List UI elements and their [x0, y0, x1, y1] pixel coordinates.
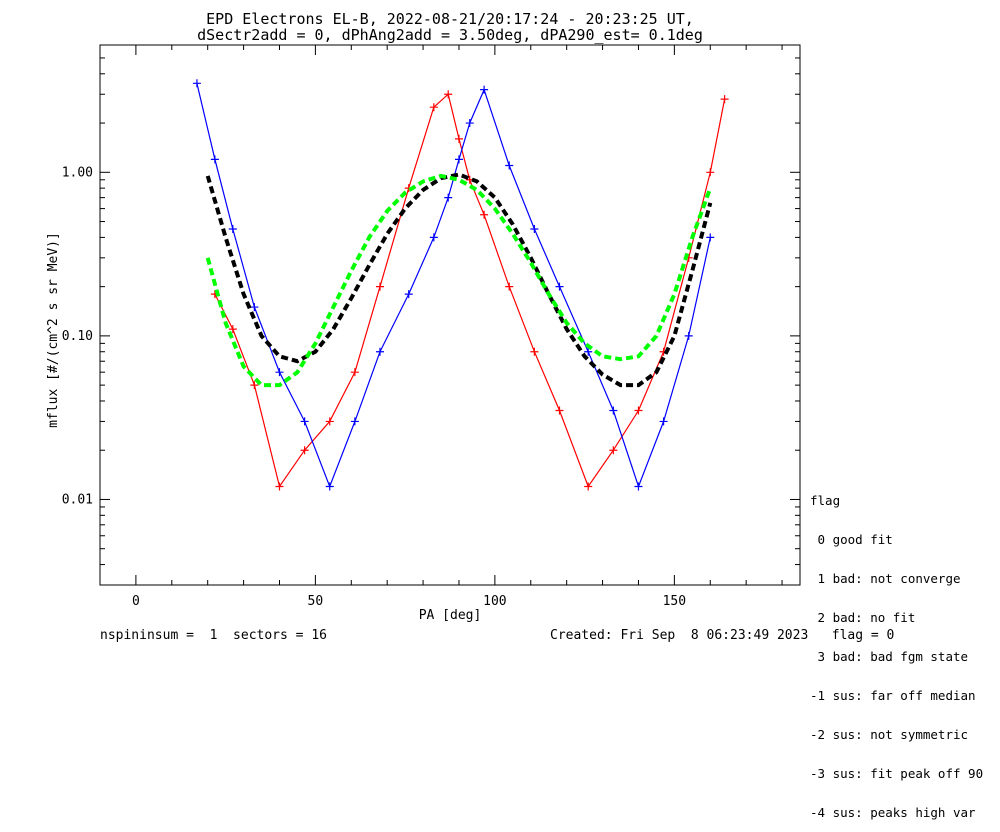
y-axis-label: mflux [#/(cm^2 s sr MeV)]: [46, 232, 61, 428]
footer-right: Created: Fri Sep 8 06:23:49 2023 flag = …: [550, 628, 895, 643]
series-line: [214, 93, 726, 488]
plot-frame: [99, 44, 801, 586]
x-tick-label-100: 100: [483, 594, 506, 609]
data-point: [250, 381, 259, 390]
data-point: [609, 406, 618, 415]
chart-title-line1: EPD Electrons EL-B, 2022-08-21/20:17:24 …: [206, 10, 694, 28]
legend-title: flag: [810, 493, 841, 508]
data-point: [429, 233, 438, 242]
legend-item: 1 bad: not converge: [810, 571, 961, 586]
data-point: [376, 282, 384, 291]
data-point: [480, 85, 489, 94]
legend-item: 2 bad: no fit: [810, 610, 916, 625]
data-point: [192, 79, 201, 88]
data-point: [555, 406, 564, 415]
fit-curve-line: [205, 173, 713, 388]
chart-svg: EPD Electrons EL-B, 2022-08-21/20:17:24 …: [46, 10, 801, 623]
legend-item: -2 sus: not symmetric: [810, 727, 969, 742]
y-tick-label-1.00: 1.00: [62, 165, 93, 180]
x-axis-label: PA [deg]: [419, 608, 482, 623]
x-tick-labels: 0 50 100 150: [132, 594, 686, 609]
series-layer: [192, 79, 729, 491]
data-point: [609, 446, 618, 455]
data-point: [684, 331, 693, 340]
data-point: [300, 446, 309, 455]
data-point: [429, 103, 438, 112]
data-point: [505, 282, 514, 291]
data-point: [275, 368, 284, 377]
data-point: [659, 417, 668, 426]
data-point: [706, 233, 715, 242]
legend-item: 3 bad: bad fgm state: [810, 649, 969, 664]
data-point: [228, 325, 237, 334]
chart-title-line2: dSectr2add = 0, dPhAng2add = 3.50deg, dP…: [197, 26, 703, 44]
data-point: [350, 368, 359, 377]
data-point: [275, 482, 284, 491]
data-point: [250, 303, 259, 312]
data-point: [634, 482, 643, 491]
data-point: [325, 482, 334, 491]
data-point: [228, 225, 237, 234]
x-tick-label-0: 0: [132, 594, 140, 609]
data-point: [530, 347, 539, 356]
data-point: [404, 290, 413, 299]
data-point: [584, 482, 593, 491]
data-point: [720, 95, 729, 104]
data-point: [325, 417, 334, 426]
data-point: [480, 210, 489, 219]
y-tick-label-0.10: 0.10: [62, 329, 93, 344]
data-point: [350, 417, 359, 426]
data-point: [505, 161, 514, 170]
legend-item: 0 good fit: [810, 532, 893, 547]
data-point: [465, 119, 474, 128]
y-tick-label-0.01: 0.01: [62, 492, 93, 507]
data-point: [555, 282, 564, 291]
data-point: [300, 417, 309, 426]
data-point: [584, 347, 593, 356]
x-tick-label-150: 150: [663, 594, 686, 609]
flag-legend: flag 0 good fit 1 bad: not converge 2 ba…: [810, 468, 983, 832]
y-tick-labels: 0.01 0.10 1.00: [62, 165, 93, 507]
data-point: [530, 225, 539, 234]
series-3: [205, 173, 713, 388]
data-point: [376, 347, 384, 356]
data-point: [454, 155, 463, 164]
axes: [99, 44, 801, 586]
legend-item: -1 sus: far off median: [810, 688, 976, 703]
footer-left: nspininsum = 1 sectors = 16: [100, 628, 327, 643]
legend-item: -4 sus: peaks high var: [810, 805, 976, 820]
data-point: [454, 134, 463, 143]
data-point: [444, 193, 453, 202]
data-point: [634, 406, 643, 415]
data-point: [706, 168, 715, 177]
legend-item: -3 sus: fit peak off 90: [810, 766, 984, 781]
data-point: [210, 155, 219, 164]
x-tick-label-50: 50: [308, 594, 324, 609]
fit-curve-line: [205, 172, 713, 388]
series-2: [205, 172, 713, 388]
data-point: [444, 90, 453, 99]
